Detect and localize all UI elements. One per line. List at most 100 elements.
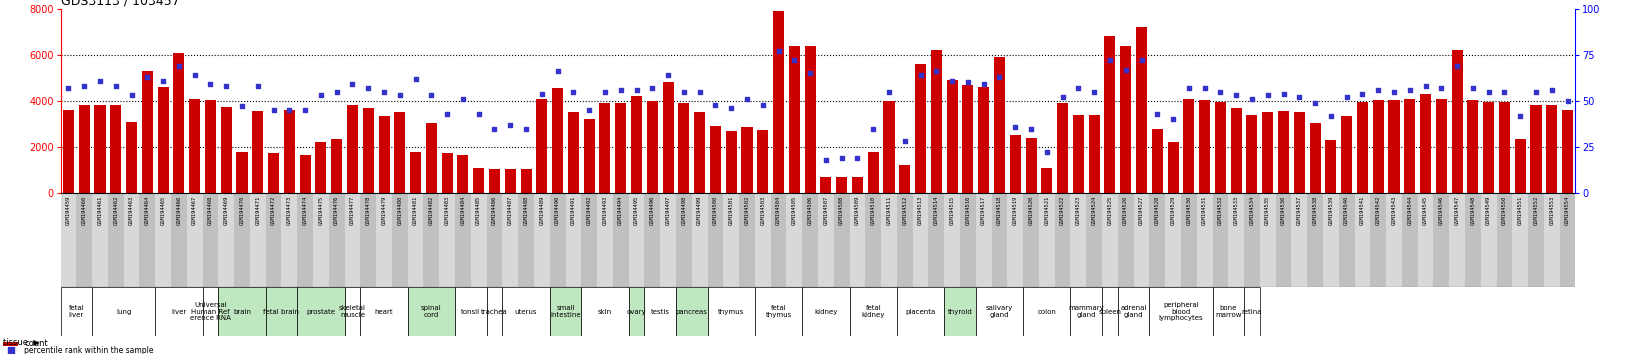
Point <box>103 83 129 89</box>
Bar <box>203 287 218 336</box>
Text: GSM194525: GSM194525 <box>1108 196 1112 225</box>
Text: GSM194497: GSM194497 <box>666 196 671 225</box>
Bar <box>615 103 627 193</box>
Point <box>1523 89 1549 95</box>
Bar <box>1008 193 1022 287</box>
Bar <box>1373 100 1384 193</box>
Bar <box>1055 193 1070 287</box>
Text: GSM194475: GSM194475 <box>319 196 324 225</box>
Text: GSM194523: GSM194523 <box>1076 196 1081 225</box>
Point <box>514 126 540 131</box>
Bar <box>486 193 502 287</box>
Point <box>134 74 160 80</box>
Text: GSM194479: GSM194479 <box>381 196 386 225</box>
Text: GSM194468: GSM194468 <box>208 196 213 225</box>
Bar <box>628 193 645 287</box>
Point <box>1096 58 1122 63</box>
Text: GSM194551: GSM194551 <box>1518 196 1523 225</box>
Point <box>1255 92 1281 98</box>
Text: kidney: kidney <box>815 309 838 314</box>
Bar <box>1229 193 1243 287</box>
Text: lung: lung <box>116 309 131 314</box>
Bar <box>867 152 879 193</box>
Point <box>908 72 934 78</box>
Text: GSM194528: GSM194528 <box>1155 196 1160 225</box>
Bar <box>805 46 816 193</box>
Point <box>324 89 350 95</box>
Bar <box>900 165 910 193</box>
Bar <box>931 50 942 193</box>
Bar <box>1103 287 1117 336</box>
Bar <box>1009 135 1021 193</box>
Bar <box>298 193 312 287</box>
Bar <box>1150 287 1212 336</box>
Text: GSM194476: GSM194476 <box>334 196 339 225</box>
Bar <box>726 131 736 193</box>
Text: GSM194492: GSM194492 <box>587 196 592 225</box>
Point <box>844 155 870 161</box>
Text: GSM194538: GSM194538 <box>1312 196 1317 225</box>
Bar <box>1134 193 1150 287</box>
Bar <box>676 287 707 336</box>
Text: GSM194550: GSM194550 <box>1502 196 1507 225</box>
Bar <box>1562 110 1574 193</box>
Bar <box>79 105 90 193</box>
Text: GSM194552: GSM194552 <box>1533 196 1538 225</box>
Bar <box>581 287 628 336</box>
Text: GSM194540: GSM194540 <box>1345 196 1350 225</box>
Bar <box>1104 36 1116 193</box>
Point <box>592 89 618 95</box>
Bar <box>489 169 501 193</box>
Bar <box>849 193 865 287</box>
Text: GSM194507: GSM194507 <box>823 196 828 225</box>
Text: thymus: thymus <box>718 309 744 314</box>
Text: GSM194537: GSM194537 <box>1297 196 1302 225</box>
Bar <box>1196 193 1212 287</box>
Point <box>1238 96 1265 102</box>
Text: trachea: trachea <box>481 309 507 314</box>
Bar <box>1117 287 1150 336</box>
Point <box>1144 111 1170 116</box>
Point <box>87 78 113 84</box>
Text: mammary
gland: mammary gland <box>1068 305 1104 318</box>
Bar <box>1121 46 1130 193</box>
Bar <box>376 193 393 287</box>
Point <box>1112 67 1139 73</box>
Text: GSM194547: GSM194547 <box>1454 196 1459 225</box>
Point <box>892 138 918 144</box>
Bar <box>1355 193 1371 287</box>
Text: GSM194526: GSM194526 <box>1124 196 1129 225</box>
Point <box>1065 85 1091 91</box>
Point <box>766 48 792 54</box>
Bar <box>363 108 373 193</box>
Bar <box>1152 129 1163 193</box>
Bar <box>1371 193 1386 287</box>
Bar <box>1418 193 1433 287</box>
Bar <box>1088 115 1099 193</box>
Bar <box>1402 193 1418 287</box>
Bar <box>1276 193 1291 287</box>
Bar <box>581 193 597 287</box>
Bar <box>61 193 77 287</box>
Point <box>1003 124 1029 130</box>
Bar <box>1464 193 1481 287</box>
Point <box>1317 113 1343 119</box>
Text: GSM194496: GSM194496 <box>649 196 654 225</box>
Text: brain: brain <box>232 309 250 314</box>
Bar <box>1230 108 1242 193</box>
Point <box>481 126 507 131</box>
Bar <box>407 193 424 287</box>
Bar <box>663 82 674 193</box>
Text: GDS3113 / 103457: GDS3113 / 103457 <box>61 0 180 8</box>
Bar <box>1117 193 1134 287</box>
Bar <box>723 193 739 287</box>
Bar <box>1481 193 1497 287</box>
Text: GSM194541: GSM194541 <box>1360 196 1364 225</box>
Bar <box>550 287 581 336</box>
Text: GSM194533: GSM194533 <box>1234 196 1238 225</box>
Bar <box>1199 100 1211 193</box>
Text: GSM194473: GSM194473 <box>286 196 291 225</box>
Bar <box>519 193 533 287</box>
Point <box>1539 87 1566 93</box>
Bar <box>818 193 834 287</box>
